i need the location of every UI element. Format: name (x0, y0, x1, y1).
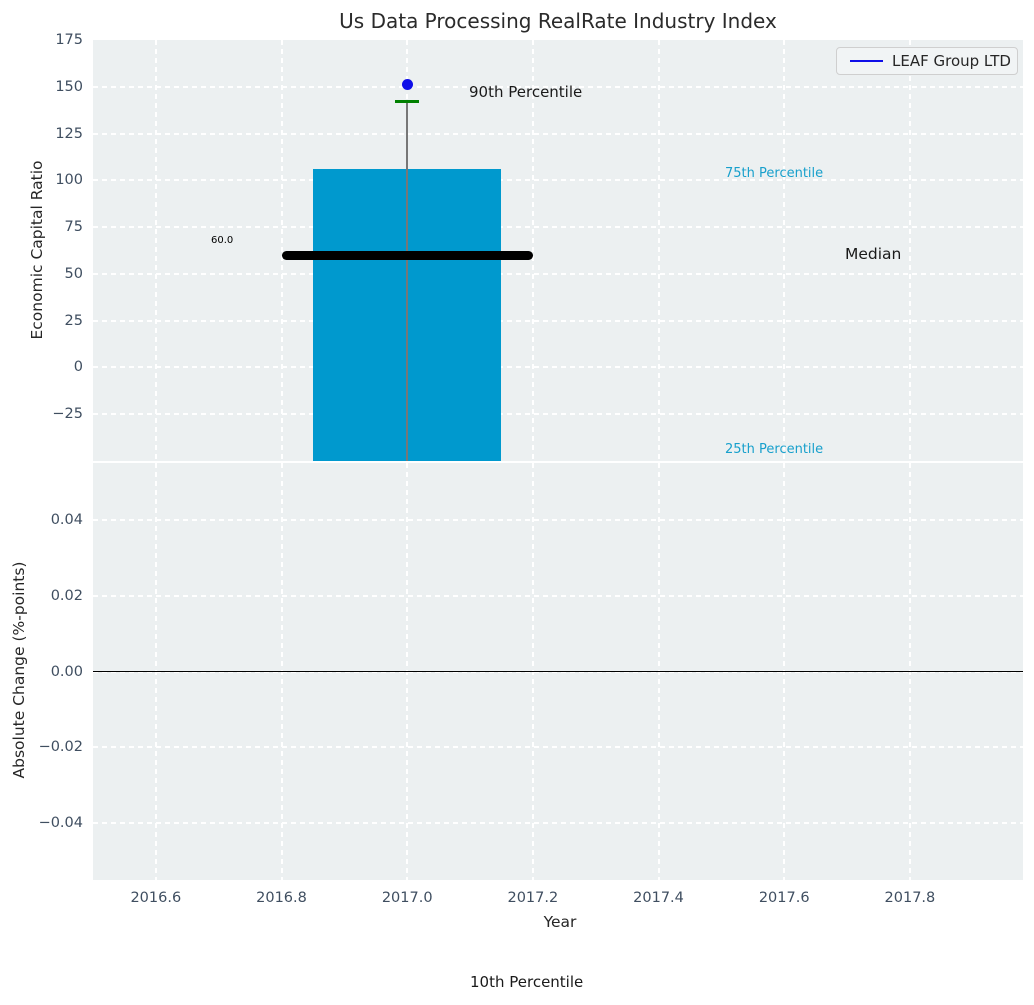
legend-label: LEAF Group LTD (892, 52, 1011, 70)
company-data-point (401, 79, 413, 91)
y-tick-label: −0.02 (38, 739, 83, 756)
y-tick-label: 0.02 (50, 587, 83, 604)
gridline-vertical (280, 40, 283, 461)
x-tick-label: 2016.8 (256, 890, 307, 906)
whisker-line (406, 101, 408, 461)
top-plot-panel (93, 40, 1023, 461)
y-tick-label: 25 (64, 312, 83, 329)
y-tick-label: 175 (55, 32, 83, 48)
gridline-horizontal (93, 85, 1023, 88)
y-tick-label: 0 (73, 359, 83, 376)
legend: LEAF Group LTD (836, 47, 1018, 75)
gridline-horizontal (93, 226, 1023, 229)
gridline-horizontal (93, 822, 1023, 825)
median-line (281, 250, 533, 260)
y-tick-label: 75 (64, 219, 83, 236)
y-tick-label: 125 (55, 125, 83, 142)
y-tick-label: 0.00 (50, 663, 83, 680)
gridline-horizontal (93, 319, 1023, 322)
gridline-horizontal (93, 413, 1023, 416)
gridline-vertical (531, 40, 534, 461)
bottom-plot-panel (93, 463, 1023, 880)
p10-label: 10th Percentile (470, 973, 584, 991)
chart-title: Us Data Processing RealRate Industry Ind… (339, 9, 777, 33)
gridline-horizontal (93, 179, 1023, 182)
gridline-vertical (783, 40, 786, 461)
x-axis-label: Year (543, 913, 577, 931)
y-tick-label: 100 (55, 172, 83, 189)
y-tick-label: 150 (55, 78, 83, 95)
gridline-vertical (154, 40, 157, 461)
x-tick-label: 2016.6 (130, 890, 182, 906)
zero-line (93, 670, 1023, 673)
gridline-horizontal (93, 272, 1023, 275)
p90-cap (395, 100, 420, 103)
median-label: Median (845, 245, 902, 263)
gridline-vertical (908, 40, 911, 461)
p75-label: 75th Percentile (725, 166, 824, 181)
gridline-horizontal (93, 594, 1023, 597)
gridline-horizontal (93, 132, 1023, 135)
x-tick-label: 2017.6 (758, 890, 810, 906)
y-tick-label: −0.04 (38, 815, 83, 832)
legend-line-sample (850, 59, 883, 63)
gridline-horizontal (93, 366, 1023, 369)
y-tick-label: −25 (52, 406, 83, 423)
gridline-vertical (657, 40, 660, 461)
y-tick-label: 50 (64, 265, 83, 282)
gridline-horizontal (93, 518, 1023, 521)
y-tick-label: 0.04 (50, 511, 83, 528)
gridline-horizontal (93, 746, 1023, 749)
median-value-label: 60.0 (211, 235, 234, 246)
x-tick-label: 2017.4 (633, 890, 684, 906)
x-tick-label: 2017.2 (507, 890, 559, 906)
x-tick-label: 2017.8 (884, 890, 936, 906)
p90-label: 90th Percentile (469, 83, 583, 101)
x-tick-label: 2017.0 (381, 890, 433, 906)
p25-label: 25th Percentile (725, 442, 824, 457)
